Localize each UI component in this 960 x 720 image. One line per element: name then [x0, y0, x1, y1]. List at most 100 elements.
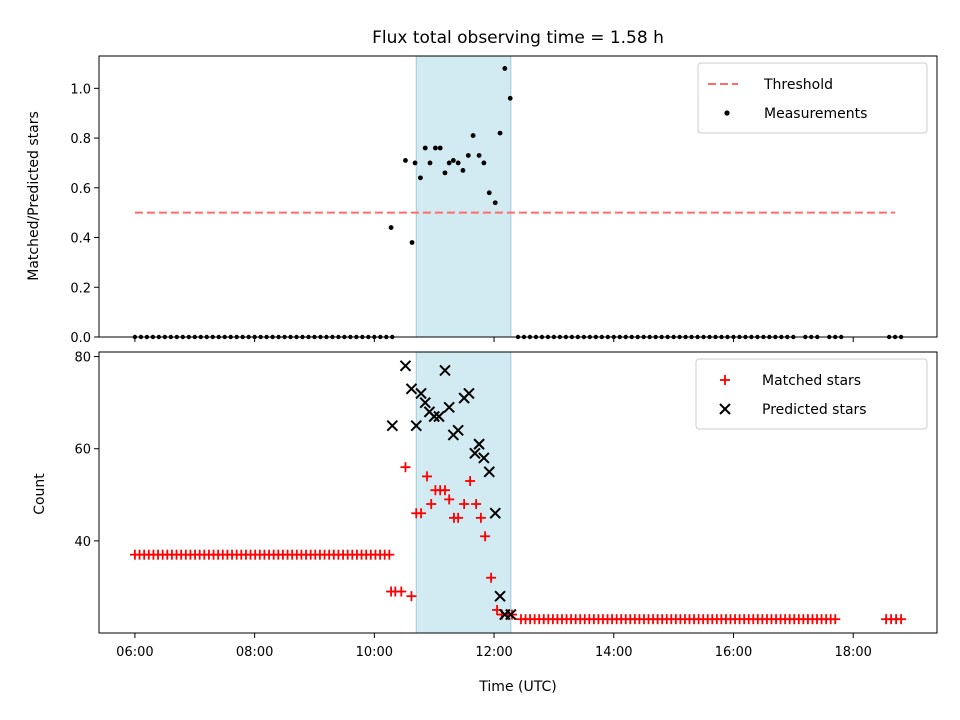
matched-star-point [471, 499, 482, 510]
top-legend: Threshold Measurements [697, 62, 928, 134]
measurement-point [418, 175, 423, 181]
matched-star-point [439, 485, 450, 496]
predicted-star-point-b [410, 419, 422, 432]
matched-star-point [475, 512, 486, 523]
measurement-point [502, 66, 508, 71]
x-tick-label: 18:00 [834, 645, 871, 660]
top-y-axis-label: Matched/Predicted stars [26, 111, 42, 281]
predicted-star-point-b [494, 590, 506, 602]
measurement-point [409, 240, 415, 245]
predicted-star-point-b [419, 396, 431, 409]
predicted-star-point-b [415, 387, 427, 400]
predicted-star-point [419, 396, 431, 409]
matched-star-point [400, 462, 411, 473]
bottom-y-tick-label: 40 [74, 535, 91, 550]
bottom-legend-box [695, 358, 928, 430]
matched-star-point [896, 614, 907, 625]
predicted-star-point-b [386, 419, 399, 432]
measurement-point [432, 145, 438, 151]
top-legend-label-2: Measurements [764, 106, 867, 122]
predicted-star-point-b [428, 410, 440, 423]
predicted-star-point [386, 419, 399, 432]
measurement-point [481, 160, 487, 166]
top-y-tick-label: 0.8 [70, 132, 91, 147]
predicted-star-point-b [443, 401, 455, 413]
matched-star-point [444, 494, 455, 505]
measurement-point [507, 95, 513, 101]
bottom-legend-label-1: Matched stars [762, 373, 861, 389]
top-y-tick-label: 0.0 [70, 331, 91, 346]
matched-star-point [416, 508, 427, 519]
measurement-point [388, 225, 394, 230]
x-tick-label: 06:00 [116, 645, 153, 660]
predicted-star-point-b [505, 608, 517, 621]
measurement-point [450, 158, 456, 163]
matched-star-point [422, 471, 433, 482]
bottom-legend: Matched stars Predicted stars [695, 358, 928, 430]
top-y-tick-label: 0.2 [70, 281, 91, 296]
predicted-star-point [478, 452, 490, 464]
top-y-tick-label: 0.6 [70, 182, 91, 197]
predicted-star-point [439, 364, 451, 377]
measurement-point [486, 190, 492, 196]
predicted-star-point-b [489, 507, 501, 519]
measurement-point [460, 167, 466, 173]
legend-measurements-swatch [724, 110, 730, 116]
matched-star-point [830, 614, 841, 625]
predicted-star-point [443, 401, 455, 413]
top-y-tick-label: 0.4 [70, 232, 91, 247]
measurement-point [465, 153, 471, 158]
legend-predicted-swatch [719, 403, 731, 415]
predicted-star-point [489, 507, 501, 519]
predicted-star-point-b [405, 383, 418, 395]
predicted-star-point [483, 466, 495, 478]
matched-star-point [396, 586, 407, 597]
predicted-star-point-b [469, 447, 481, 460]
x-tick-label: 10:00 [356, 645, 393, 660]
chart-title: Flux total observing time = 1.58 h [372, 28, 664, 48]
top-legend-box [697, 62, 928, 134]
measurement-point [492, 200, 498, 206]
predicted-star-point [428, 410, 440, 423]
measurement-point [437, 145, 443, 151]
matched-star-point [486, 572, 497, 583]
x-tick-label: 14:00 [595, 645, 632, 660]
predicted-star-point-b [452, 424, 464, 437]
top-axes-frame [98, 55, 938, 338]
legend-matched-swatch [720, 375, 730, 385]
predicted-star-point [463, 387, 475, 400]
matched-star-point [453, 512, 464, 523]
predicted-star-point [405, 383, 418, 395]
measurement-point [476, 153, 482, 158]
measurement-point [403, 158, 408, 163]
measurement-point [470, 133, 476, 138]
measurement-point [446, 160, 452, 166]
matched-star-point [426, 499, 437, 510]
bottom-y-tick-label: 60 [74, 443, 91, 458]
measurement-point [455, 160, 461, 166]
predicted-star-point [410, 419, 422, 432]
predicted-star-point [452, 424, 464, 437]
measurement-point [497, 130, 503, 136]
predicted-star-point [415, 387, 427, 400]
matched-star-point [384, 549, 395, 560]
bottom-y-tick-label: 80 [74, 351, 91, 366]
predicted-star-point-b [433, 410, 445, 423]
bottom-legend-label-2: Predicted stars [762, 402, 867, 418]
legend-predicted-b [719, 403, 731, 415]
bottom-axes-frame [98, 351, 938, 634]
predicted-star-point-b [473, 438, 485, 450]
x-tick-label: 16:00 [715, 645, 752, 660]
plot-layer: 0.0 0.2 0.4 0.6 0.8 1.0 Threshold Measurements 4… [70, 55, 938, 660]
matched-star-point [465, 475, 476, 486]
x-axis-label: Time (UTC) [478, 679, 556, 695]
predicted-star-point-b [439, 364, 451, 377]
predicted-star-point-b [478, 452, 490, 464]
bottom-y-axis-label: Count [32, 473, 48, 515]
predicted-star-point [473, 438, 485, 450]
measurement-point [427, 160, 433, 166]
matched-star-point [480, 531, 491, 542]
predicted-star-point [505, 608, 517, 621]
measurement-point [422, 145, 428, 151]
